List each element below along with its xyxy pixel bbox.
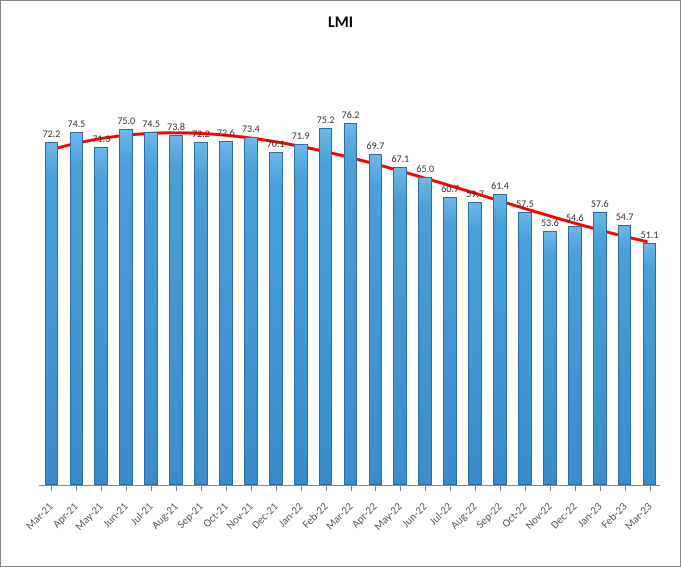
bar bbox=[618, 225, 632, 485]
bar bbox=[319, 128, 333, 485]
x-tick bbox=[475, 485, 476, 491]
bar bbox=[144, 132, 158, 485]
data-label: 76.2 bbox=[331, 108, 371, 121]
x-tick bbox=[251, 485, 252, 491]
x-tick bbox=[201, 485, 202, 491]
data-label: 51.1 bbox=[630, 228, 670, 241]
data-label: 74.5 bbox=[56, 117, 96, 130]
bar bbox=[643, 243, 657, 485]
x-tick bbox=[375, 485, 376, 491]
x-tick bbox=[276, 485, 277, 491]
data-label: 73.4 bbox=[231, 122, 271, 135]
bar bbox=[418, 177, 432, 485]
plot-area: 72.2Mar-2174.5Apr-2171.3May-2175.0Jun-21… bbox=[39, 61, 660, 486]
bar bbox=[244, 137, 258, 485]
x-tick bbox=[600, 485, 601, 491]
x-tick bbox=[101, 485, 102, 491]
x-tick bbox=[51, 485, 52, 491]
data-label: 71.3 bbox=[81, 132, 121, 145]
chart-title: LMI bbox=[1, 13, 680, 32]
x-tick bbox=[351, 485, 352, 491]
bar bbox=[219, 141, 233, 485]
x-tick bbox=[525, 485, 526, 491]
x-tick bbox=[301, 485, 302, 491]
bar bbox=[443, 197, 457, 485]
x-tick bbox=[76, 485, 77, 491]
data-label: 57.6 bbox=[580, 197, 620, 210]
x-tick bbox=[425, 485, 426, 491]
bar bbox=[294, 144, 308, 485]
data-label: 61.4 bbox=[480, 179, 520, 192]
data-label: 69.7 bbox=[355, 139, 395, 152]
bar bbox=[70, 132, 84, 485]
bar bbox=[45, 142, 59, 485]
bar bbox=[194, 142, 208, 485]
x-tick bbox=[500, 485, 501, 491]
x-tick bbox=[126, 485, 127, 491]
bar bbox=[518, 212, 532, 485]
bar bbox=[344, 123, 358, 485]
data-label: 54.7 bbox=[605, 210, 645, 223]
bar bbox=[369, 154, 383, 485]
x-tick bbox=[575, 485, 576, 491]
bar bbox=[468, 202, 482, 485]
x-tick bbox=[650, 485, 651, 491]
x-tick bbox=[226, 485, 227, 491]
data-label: 57.5 bbox=[505, 197, 545, 210]
x-tick bbox=[326, 485, 327, 491]
data-label: 65.0 bbox=[405, 162, 445, 175]
bar bbox=[169, 135, 183, 485]
bar bbox=[493, 194, 507, 485]
data-label: 54.6 bbox=[555, 211, 595, 224]
bar bbox=[393, 167, 407, 485]
x-tick bbox=[550, 485, 551, 491]
bar bbox=[543, 231, 557, 485]
bar bbox=[94, 147, 108, 485]
bar bbox=[568, 226, 582, 485]
bar bbox=[593, 212, 607, 485]
x-tick bbox=[400, 485, 401, 491]
x-tick bbox=[151, 485, 152, 491]
bar bbox=[119, 129, 133, 485]
x-tick bbox=[625, 485, 626, 491]
chart-container: LMI 72.2Mar-2174.5Apr-2171.3May-2175.0Ju… bbox=[0, 0, 681, 567]
x-tick bbox=[450, 485, 451, 491]
data-label: 71.9 bbox=[281, 129, 321, 142]
x-tick bbox=[176, 485, 177, 491]
bar bbox=[269, 152, 283, 485]
